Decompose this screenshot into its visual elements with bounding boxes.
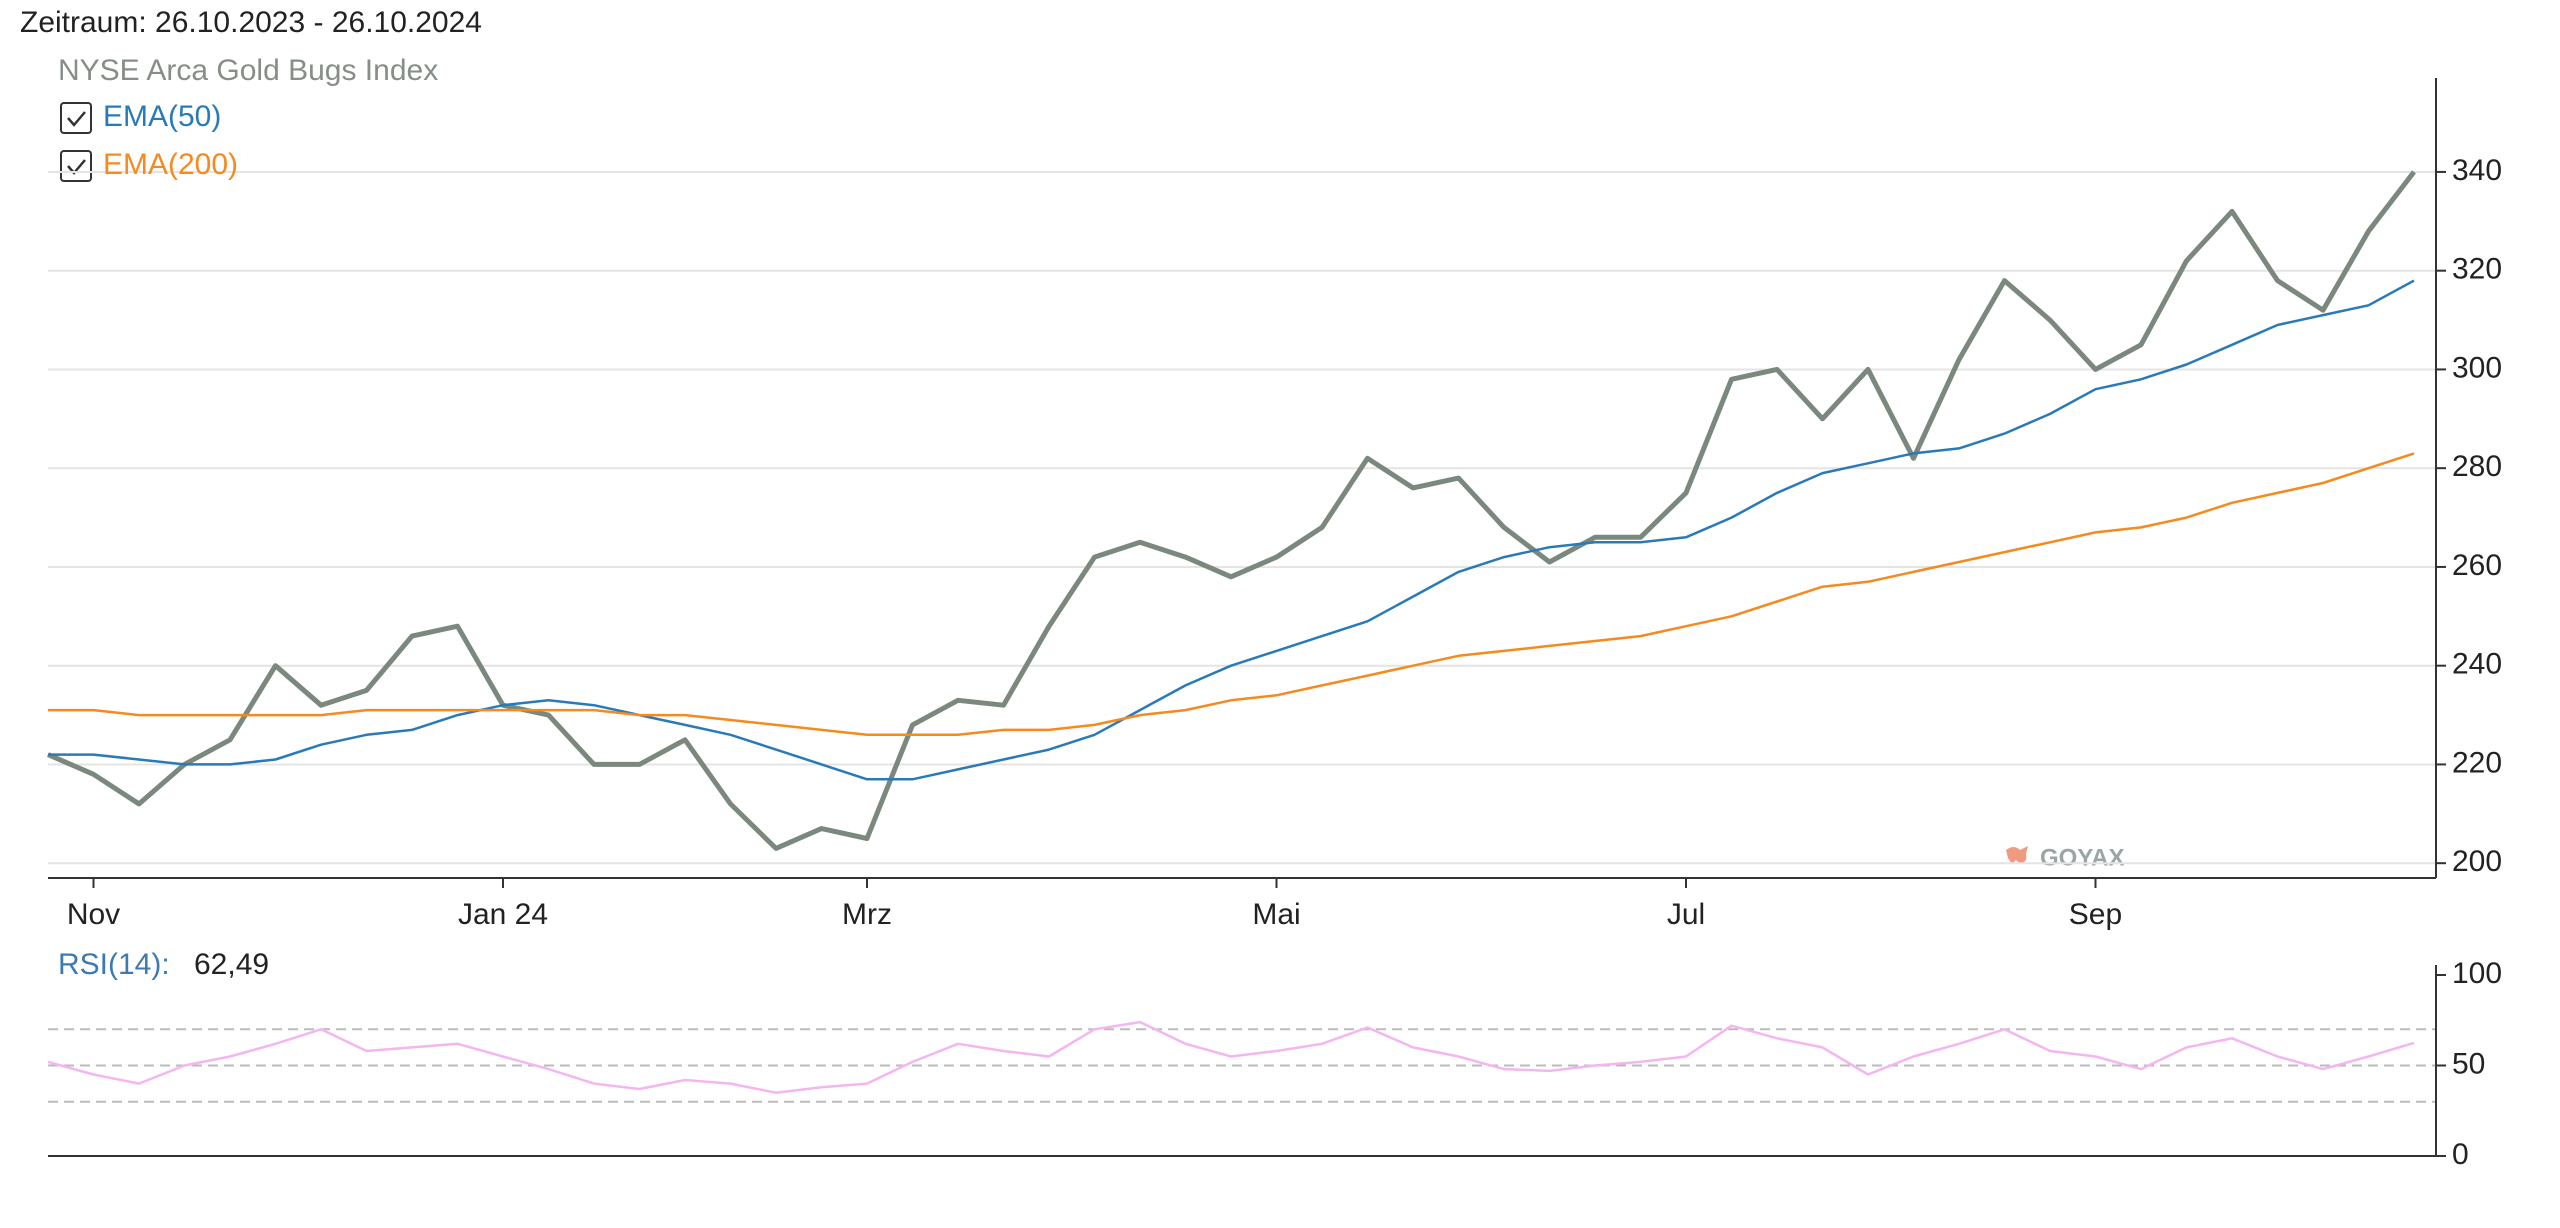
y-tick-label: 240 [2452, 648, 2502, 681]
y-tick-label: 0 [2452, 1138, 2469, 1171]
x-tick-label: Sep [2069, 898, 2122, 931]
chart-title: NYSE Arca Gold Bugs Index [58, 54, 438, 87]
x-tick-label: Jan 24 [458, 898, 548, 931]
check-icon [67, 159, 86, 175]
legend [60, 102, 92, 182]
legend-label: EMA(50) [103, 100, 221, 133]
y-tick-label: 280 [2452, 450, 2502, 483]
legend-label: EMA(200) [103, 148, 238, 181]
watermark: GOYAX [2040, 844, 2124, 871]
period-label: Zeitraum: 26.10.2023 - 26.10.2024 [20, 6, 482, 39]
x-tick-label: Nov [67, 898, 120, 931]
checkbox[interactable] [60, 150, 92, 182]
y-tick-label: 340 [2452, 154, 2502, 187]
x-tick-label: Jul [1667, 898, 1705, 931]
rsi-value: 62,49 [194, 948, 269, 981]
price-line [47, 170, 2416, 851]
y-tick-label: 50 [2452, 1047, 2485, 1080]
watermark-icon [2006, 846, 2028, 864]
y-tick-label: 200 [2452, 845, 2502, 878]
x-tick-label: Mai [1252, 898, 1300, 931]
y-tick-label: 100 [2452, 957, 2502, 990]
indicator-line [48, 279, 2415, 781]
y-tick-label: 260 [2452, 549, 2502, 582]
y-tick-label: 320 [2452, 253, 2502, 286]
y-tick-label: 300 [2452, 351, 2502, 384]
indicator-line [48, 452, 2415, 737]
indicator-line [47, 1020, 2415, 1094]
x-tick-label: Mrz [842, 898, 892, 931]
rsi-label: RSI(14): [58, 948, 170, 981]
y-tick-label: 220 [2452, 746, 2502, 779]
checkbox[interactable] [60, 102, 92, 134]
check-icon [67, 111, 86, 127]
